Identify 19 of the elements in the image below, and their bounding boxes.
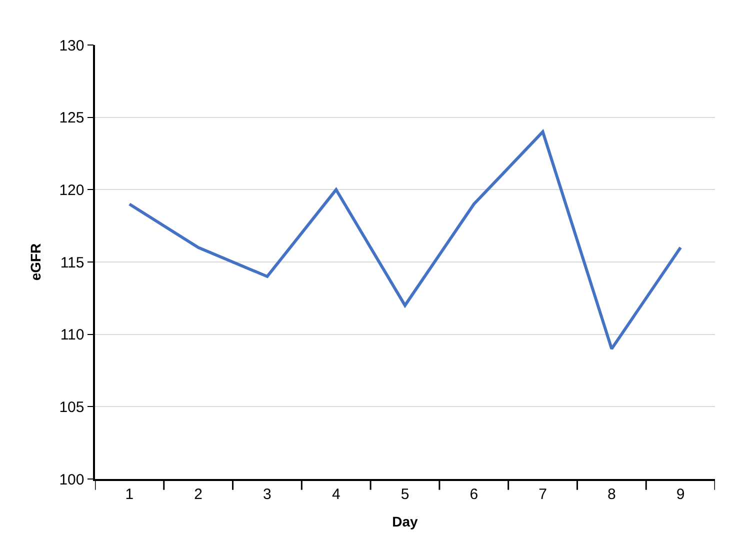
y-tick-label: 130	[59, 37, 84, 54]
x-tick-label: 9	[676, 486, 685, 503]
x-tick-label: 1	[125, 486, 134, 503]
x-tick-label: 3	[263, 486, 272, 503]
y-axis-title: eGFR	[27, 243, 44, 281]
x-tick-label: 4	[332, 486, 340, 503]
y-tick-label: 115	[60, 254, 84, 272]
x-tick-label: 7	[538, 486, 547, 503]
y-tick-label: 120	[59, 182, 84, 199]
line-series	[128, 130, 682, 350]
y-tick-label: 125	[59, 110, 84, 127]
y-tick-label: 110	[60, 326, 84, 344]
x-tick-label: 2	[194, 486, 202, 503]
x-tick-label: 8	[608, 486, 616, 503]
x-tick-label: 6	[470, 486, 478, 503]
x-tick-label: 5	[400, 486, 410, 503]
x-axis-title: Day	[392, 514, 418, 530]
y-tick-label: 100	[59, 471, 84, 488]
y-tick-label: 105	[59, 398, 84, 416]
